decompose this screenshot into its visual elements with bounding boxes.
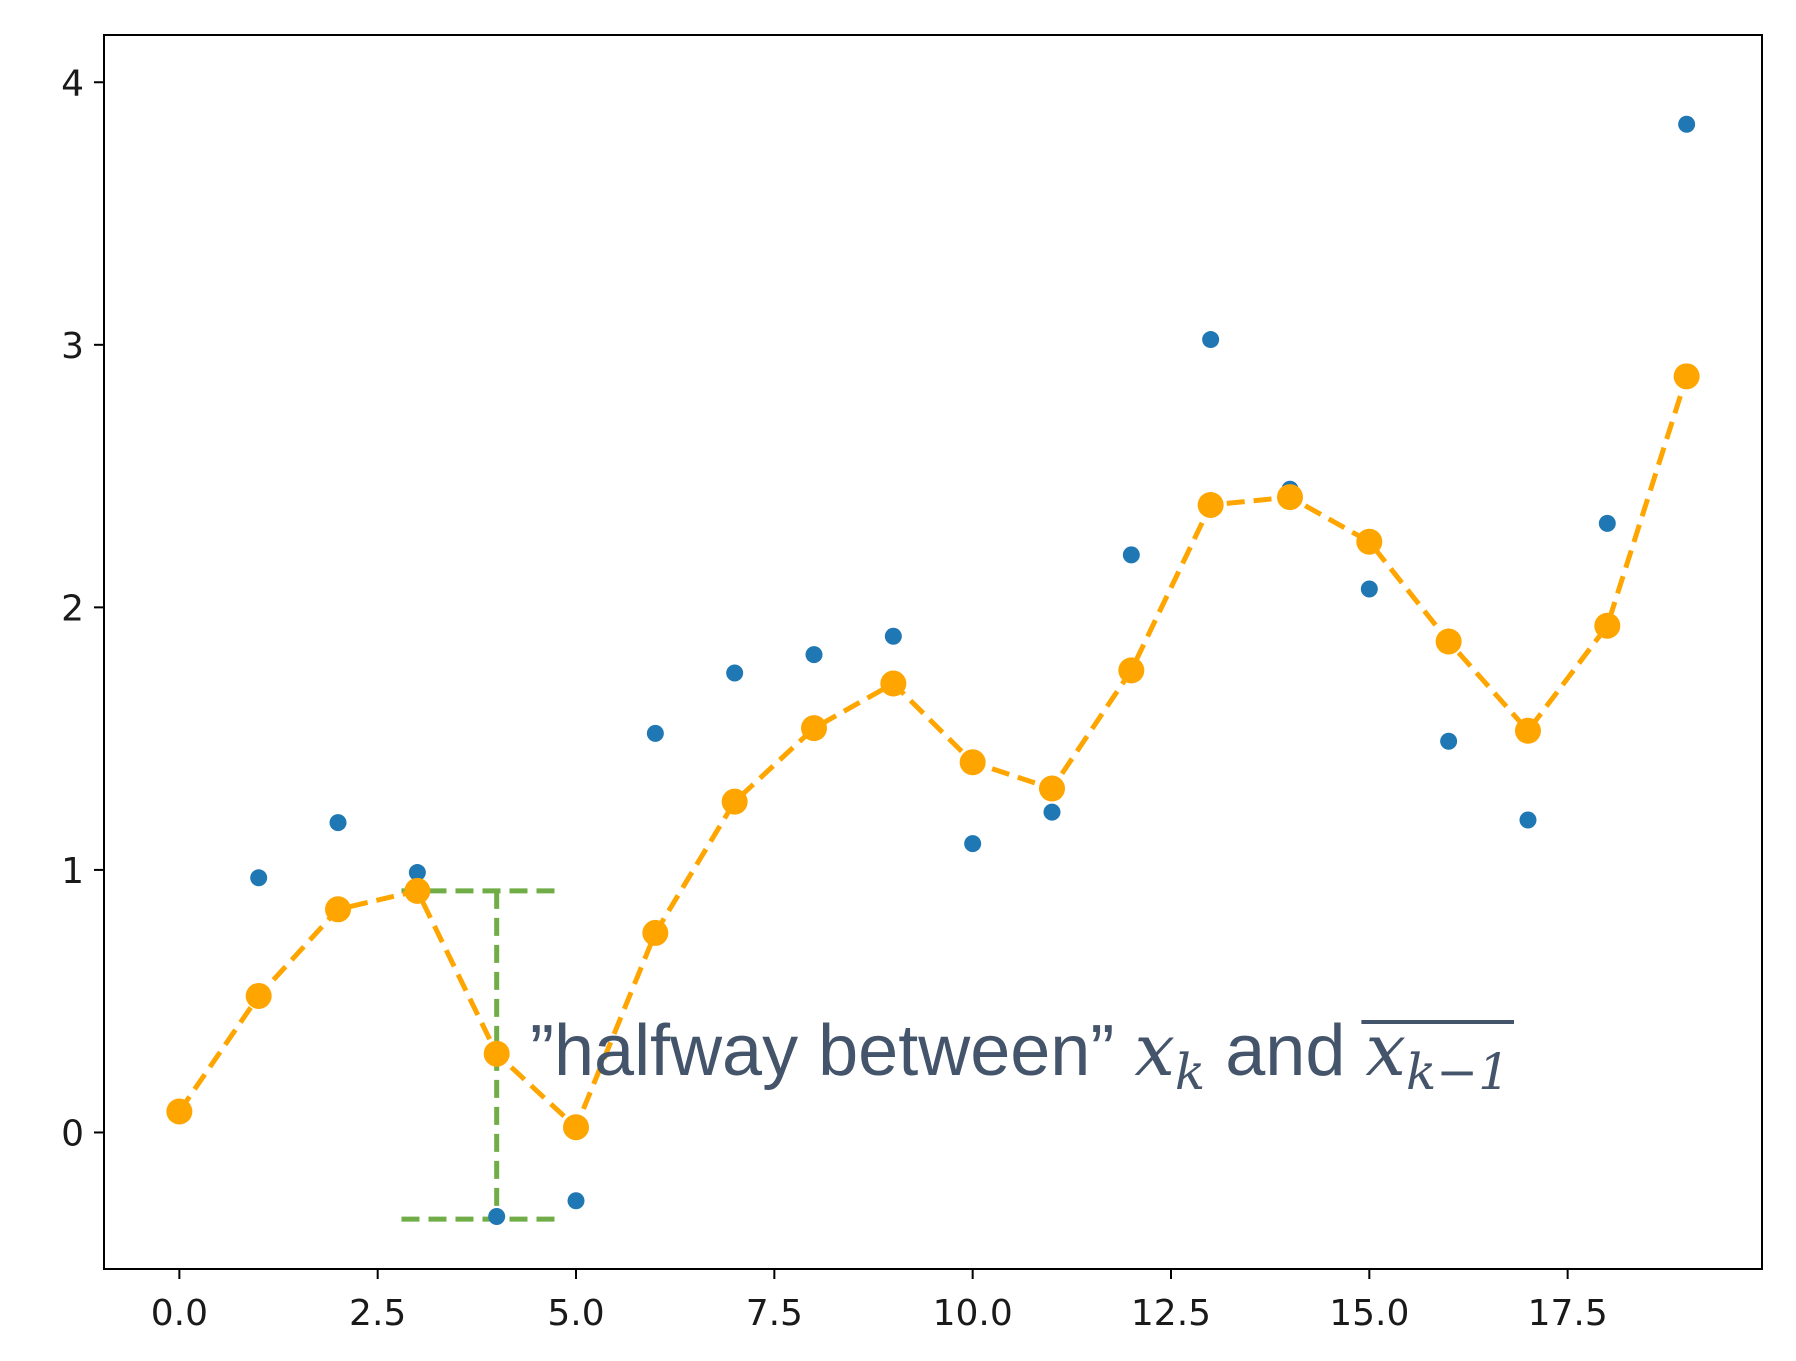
raw-point xyxy=(488,1207,506,1225)
x-tick-label: 12.5 xyxy=(1131,1293,1211,1334)
raw-point xyxy=(646,724,664,742)
raw-point xyxy=(726,664,744,682)
raw-point xyxy=(1122,546,1140,564)
annotation-mid: and xyxy=(1205,1011,1365,1091)
plot-frame xyxy=(103,34,1763,1270)
smoothed-point xyxy=(1514,717,1541,744)
y-tick-label: 0 xyxy=(61,1113,84,1154)
raw-point xyxy=(884,627,902,645)
x-tick-label: 17.5 xyxy=(1528,1293,1608,1334)
smoothed-point xyxy=(1197,491,1224,518)
raw-point xyxy=(408,864,426,882)
x-tick-label: 7.5 xyxy=(746,1293,803,1334)
y-tick-label: 2 xyxy=(61,588,84,629)
y-axis-ticks: 0 1 2 3 4 xyxy=(61,63,104,1154)
smoothed-point xyxy=(245,982,272,1009)
raw-point xyxy=(567,1192,585,1210)
raw-point xyxy=(250,869,268,887)
smoothed-point xyxy=(563,1114,590,1141)
raw-point xyxy=(1519,811,1537,829)
x-tick-label: 5.0 xyxy=(547,1293,604,1334)
raw-point xyxy=(1202,331,1220,349)
smoothed-point xyxy=(1038,775,1065,802)
y-tick-label: 1 xyxy=(61,851,84,892)
smoothed-point xyxy=(1118,657,1145,684)
y-tick-label: 4 xyxy=(61,63,84,104)
x-tick-label: 0.0 xyxy=(151,1293,208,1334)
annotation-math-xk: x xyxy=(1134,1008,1175,1092)
smoothed-point xyxy=(1356,528,1383,555)
raw-point xyxy=(1360,580,1378,598)
smoothed-point xyxy=(880,670,907,697)
annotation-math-xbar-sub: k−1 xyxy=(1406,1043,1510,1101)
annotation-prefix: ”halfway between” xyxy=(530,1011,1134,1091)
smoothed-point xyxy=(1594,612,1621,639)
x-axis-ticks: 0.0 2.5 5.0 7.5 10.0 12.5 15.0 17.5 xyxy=(151,1269,1608,1334)
x-tick-label: 15.0 xyxy=(1329,1293,1409,1334)
raw-point xyxy=(1440,732,1458,750)
smoothed-point xyxy=(1276,484,1303,511)
raw-point xyxy=(329,814,347,832)
smoothed-point xyxy=(721,788,748,815)
x-tick-label: 2.5 xyxy=(349,1293,406,1334)
raw-point xyxy=(1598,514,1616,532)
smoothed-point xyxy=(166,1098,193,1125)
smoothed-point xyxy=(642,919,669,946)
smoothed-point xyxy=(1673,363,1700,390)
smoothed-point xyxy=(483,1040,510,1067)
smoothed-point xyxy=(959,749,986,776)
raw-series xyxy=(250,115,1696,1225)
smoothed-series xyxy=(177,375,1690,1132)
raw-point xyxy=(1678,115,1696,133)
raw-point xyxy=(1043,803,1061,821)
raw-point xyxy=(805,646,823,664)
annotation-label: ”halfway between” xk and xk−1 xyxy=(530,1008,1510,1101)
x-tick-label: 10.0 xyxy=(933,1293,1013,1334)
smoothed-line xyxy=(177,375,1690,1132)
smoothed-markers xyxy=(166,363,1700,1141)
smoothed-point xyxy=(404,877,431,904)
plot-area xyxy=(104,35,1762,1269)
smoothed-point xyxy=(325,896,352,923)
raw-point xyxy=(964,835,982,853)
smoothed-point xyxy=(1435,628,1462,655)
annotation-math-xk-sub: k xyxy=(1175,1043,1205,1101)
smoothed-point xyxy=(801,715,828,742)
y-tick-label: 3 xyxy=(61,326,84,367)
